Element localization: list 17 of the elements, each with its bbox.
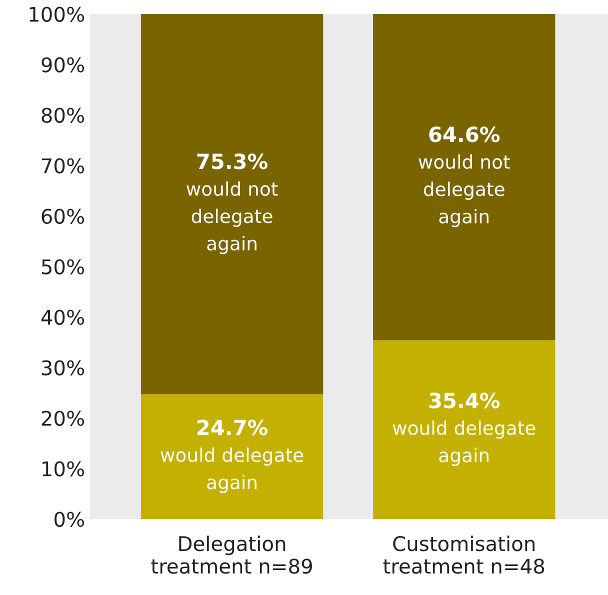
y-tick-label: 40%: [41, 310, 84, 325]
x-tick-label: Customisation treatment n=48: [383, 536, 544, 574]
y-tick-label: 10%: [42, 461, 84, 476]
y-tick-label: 30%: [42, 360, 84, 376]
y-tick-label: 50%: [42, 259, 84, 274]
y-tick-label: 60%: [42, 208, 84, 224]
y-tick-label: 80%: [42, 108, 84, 123]
data-label: 64.6% would not delegate again: [418, 126, 510, 228]
data-label: 35.4% would delegate again: [392, 392, 536, 466]
y-tick-label: 20%: [42, 410, 84, 426]
y-tick-label: 100%: [30, 6, 84, 22]
y-tick-label: 70%: [42, 158, 84, 174]
x-tick-label: Delegation treatment n=89: [151, 536, 312, 574]
data-label: 75.3% would not delegate again: [186, 154, 278, 254]
y-tick-label: 90%: [42, 57, 84, 72]
data-label: 24.7% would delegate again: [160, 420, 304, 493]
y-tick-label: 0%: [54, 512, 84, 527]
